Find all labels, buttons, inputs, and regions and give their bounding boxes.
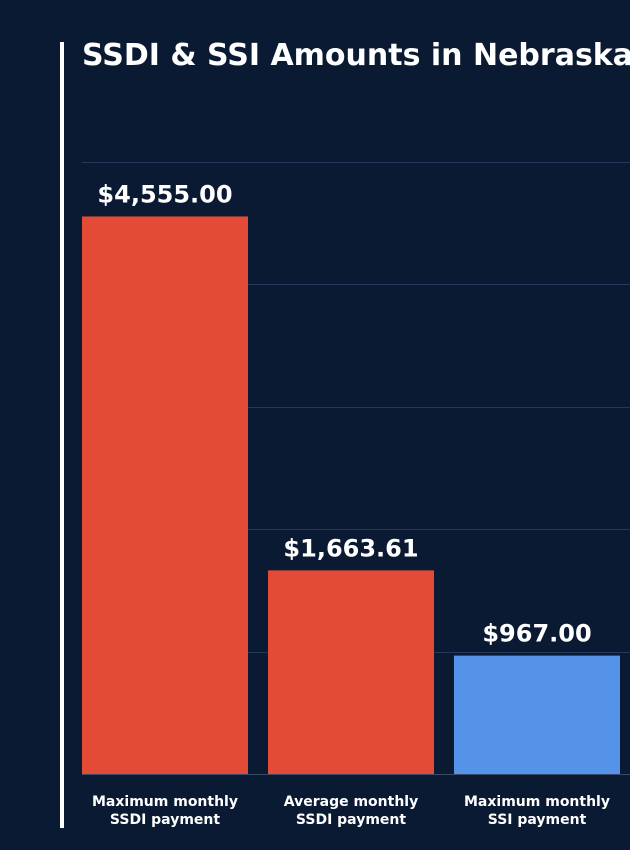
category-label: SSDI payment	[110, 812, 220, 828]
bars	[82, 216, 620, 774]
bar	[82, 216, 248, 774]
category-labels: Maximum monthly SSDI payment Average month…	[92, 794, 610, 828]
title-accent-rule	[60, 42, 64, 828]
category-label: Maximum monthly	[464, 794, 610, 810]
category-label: Average monthly	[284, 794, 418, 810]
value-labels: $4,555.00 $1,663.61 $967.00	[97, 180, 591, 647]
bar-value-label: $4,555.00	[97, 180, 232, 208]
chart-title: SSDI & SSI Amounts in Nebraska	[82, 38, 630, 73]
bar	[268, 570, 434, 774]
bar-value-label: $1,663.61	[283, 534, 418, 562]
bar	[454, 655, 620, 774]
category-label: SSDI payment	[296, 812, 406, 828]
bar-value-label: $967.00	[482, 620, 591, 648]
category-label: SSI payment	[488, 812, 587, 828]
category-label: Maximum monthly	[92, 794, 238, 810]
